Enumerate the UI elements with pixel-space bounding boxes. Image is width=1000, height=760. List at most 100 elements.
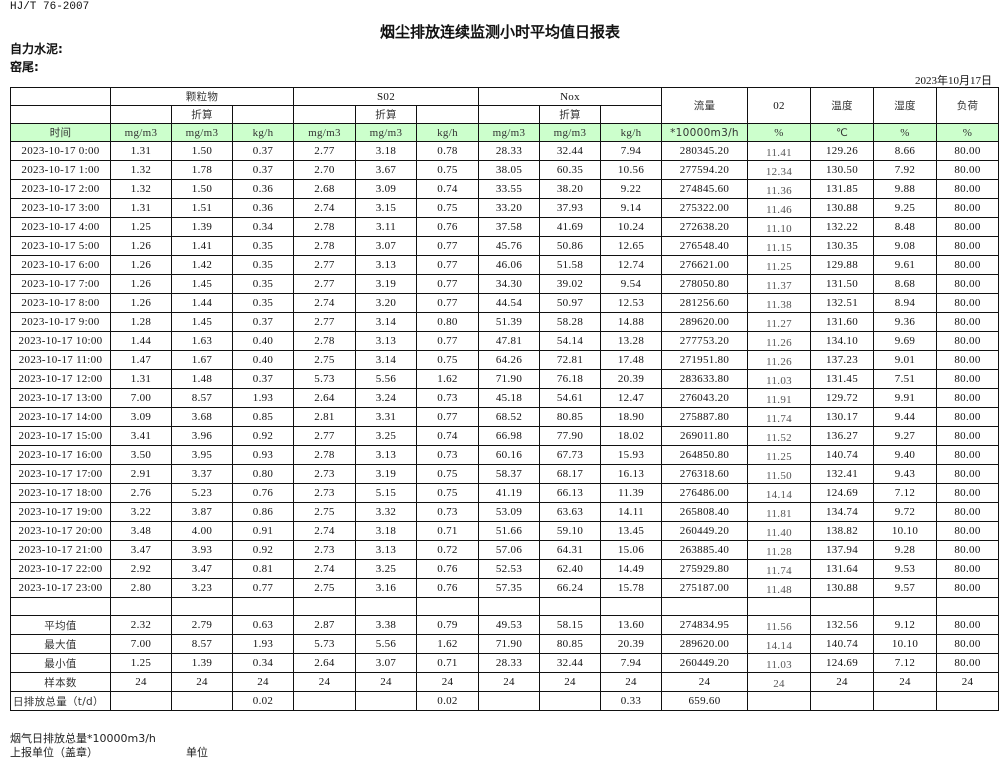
cell-o2: 11.27 — [747, 312, 811, 332]
cell-so2-converted: 5.15 — [355, 483, 417, 503]
table-row: 2023-10-17 5:00 1.26 1.41 0.35 2.78 3.07 0.77 4… — [10, 236, 999, 256]
cell-time: 2023-10-17 5:00 — [10, 236, 111, 256]
summary-so2-converted — [355, 691, 417, 711]
blank-cell — [232, 597, 294, 616]
summary-so2-converted: 3.07 — [355, 653, 417, 673]
cell-particulate-rate: 0.76 — [232, 483, 294, 503]
table-row: 2023-10-17 3:00 1.31 1.51 0.36 2.74 3.15 0.75 3… — [10, 198, 999, 218]
cell-humidity: 7.12 — [873, 483, 937, 503]
header-load: 负荷 — [936, 87, 999, 124]
cell-humidity: 10.10 — [873, 521, 937, 541]
cell-nox: 71.90 — [478, 369, 540, 389]
cell-o2: 11.48 — [747, 578, 811, 598]
cell-nox-rate: 10.56 — [600, 160, 662, 180]
cell-so2: 2.73 — [293, 464, 356, 484]
summary-humidity: 9.12 — [873, 615, 937, 635]
cell-particulate-rate: 0.37 — [232, 312, 294, 332]
cell-particulate-rate: 0.35 — [232, 236, 294, 256]
header-converted-nox: 折算 — [539, 105, 601, 124]
summary-nox-rate: 7.94 — [600, 653, 662, 673]
cell-nox: 28.33 — [478, 141, 540, 161]
cell-particulate-rate: 1.93 — [232, 388, 294, 408]
cell-particulate: 3.22 — [110, 502, 172, 522]
cell-particulate-rate: 0.36 — [232, 198, 294, 218]
cell-nox-rate: 9.14 — [600, 198, 662, 218]
blank-cell — [293, 597, 356, 616]
cell-nox: 64.26 — [478, 350, 540, 370]
cell-so2-converted: 3.20 — [355, 293, 417, 313]
cell-temperature: 130.88 — [810, 578, 874, 598]
cell-particulate-converted: 1.44 — [171, 293, 233, 313]
summary-so2-rate: 0.02 — [416, 691, 479, 711]
summary-nox-converted — [539, 691, 601, 711]
cell-so2-rate: 0.73 — [416, 445, 479, 465]
cell-o2: 11.74 — [747, 559, 811, 579]
cell-humidity: 9.69 — [873, 331, 937, 351]
cell-nox-rate: 9.22 — [600, 179, 662, 199]
cell-temperature: 134.10 — [810, 331, 874, 351]
cell-particulate: 1.26 — [110, 293, 172, 313]
cell-particulate: 3.09 — [110, 407, 172, 427]
cell-load: 80.00 — [936, 369, 999, 389]
cell-nox: 45.76 — [478, 236, 540, 256]
cell-humidity: 8.48 — [873, 217, 937, 237]
cell-load: 80.00 — [936, 160, 999, 180]
cell-so2: 2.75 — [293, 350, 356, 370]
cell-o2: 11.28 — [747, 540, 811, 560]
cell-temperature: 138.82 — [810, 521, 874, 541]
cell-particulate-rate: 0.81 — [232, 559, 294, 579]
cell-o2: 14.14 — [747, 483, 811, 503]
cell-particulate-converted: 1.78 — [171, 160, 233, 180]
summary-row: 最大值 7.00 8.57 1.93 5.73 5.56 1.62 71.90 80.85 20.… — [10, 634, 999, 654]
table-row: 2023-10-17 20:00 3.48 4.00 0.91 2.74 3.18 0.71… — [10, 521, 999, 541]
summary-particulate-rate: 0.02 — [232, 691, 294, 711]
cell-particulate: 3.50 — [110, 445, 172, 465]
blank-cell — [747, 597, 811, 616]
cell-temperature: 129.88 — [810, 255, 874, 275]
cell-particulate-converted: 3.93 — [171, 540, 233, 560]
cell-nox-rate: 10.24 — [600, 217, 662, 237]
cell-so2-converted: 3.13 — [355, 255, 417, 275]
cell-so2-converted: 3.09 — [355, 179, 417, 199]
cell-so2: 2.68 — [293, 179, 356, 199]
blank-cell — [478, 597, 540, 616]
table-row: 2023-10-17 16:00 3.50 3.95 0.93 2.78 3.13 0.73… — [10, 445, 999, 465]
cell-particulate-rate: 0.91 — [232, 521, 294, 541]
cell-particulate-converted: 3.87 — [171, 502, 233, 522]
summary-row: 平均值 2.32 2.79 0.63 2.87 3.38 0.79 49.53 58.15 13.… — [10, 615, 999, 635]
blank-cell — [416, 597, 479, 616]
unit-signature-label: 单位 — [186, 746, 208, 759]
unit-so2: mg/m3 — [293, 123, 356, 142]
cell-nox: 53.09 — [478, 502, 540, 522]
unit-flow: *10000m3/h — [661, 123, 748, 142]
cell-humidity: 7.51 — [873, 369, 937, 389]
cell-particulate-converted: 1.51 — [171, 198, 233, 218]
cell-so2-rate: 0.71 — [416, 521, 479, 541]
header-flow: 流量 — [661, 87, 748, 124]
summary-nox-rate: 24 — [600, 672, 662, 692]
cell-temperature: 131.60 — [810, 312, 874, 332]
cell-particulate: 1.28 — [110, 312, 172, 332]
summary-humidity: 7.12 — [873, 653, 937, 673]
cell-particulate-rate: 0.86 — [232, 502, 294, 522]
cell-particulate-rate: 0.37 — [232, 369, 294, 389]
cell-load: 80.00 — [936, 426, 999, 446]
cell-nox: 33.55 — [478, 179, 540, 199]
cell-particulate: 1.32 — [110, 179, 172, 199]
summary-particulate: 24 — [110, 672, 172, 692]
cell-particulate: 2.92 — [110, 559, 172, 579]
cell-time: 2023-10-17 21:00 — [10, 540, 111, 560]
cell-nox: 46.06 — [478, 255, 540, 275]
table-row: 2023-10-17 1:00 1.32 1.78 0.37 2.70 3.67 0.75 3… — [10, 160, 999, 180]
cell-particulate: 1.26 — [110, 274, 172, 294]
cell-particulate-rate: 0.37 — [232, 141, 294, 161]
cell-so2-rate: 0.75 — [416, 350, 479, 370]
cell-particulate-rate: 0.85 — [232, 407, 294, 427]
cell-so2-converted: 3.19 — [355, 274, 417, 294]
cell-load: 80.00 — [936, 274, 999, 294]
cell-time: 2023-10-17 0:00 — [10, 141, 111, 161]
cell-so2-rate: 0.77 — [416, 293, 479, 313]
cell-so2-converted: 3.13 — [355, 331, 417, 351]
header-row-groups: 颗粒物 S02 Nox 流量 02 温度 湿度 负荷 — [10, 87, 999, 124]
cell-nox-rate: 14.49 — [600, 559, 662, 579]
